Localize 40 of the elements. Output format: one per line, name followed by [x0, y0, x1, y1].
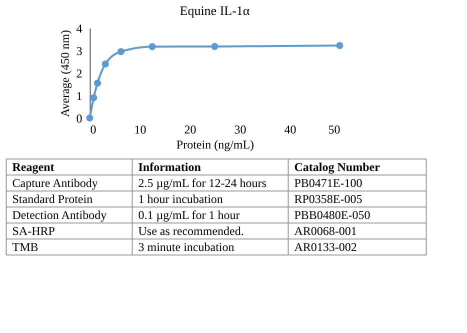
- text: 2.5 µg/mL for 12-24 hours: [138, 176, 267, 190]
- y-tick-label: 4: [76, 22, 82, 36]
- text: TMB: [12, 240, 38, 254]
- text: PBB0480E-050: [294, 208, 370, 222]
- text: Capture Antibody: [12, 176, 98, 190]
- text: Use as recommended.: [138, 224, 244, 238]
- y-tick-label: 2: [76, 66, 82, 80]
- text: SA-HRP: [12, 224, 56, 238]
- chart-title: Equine IL-1α: [180, 3, 250, 18]
- point: [94, 80, 102, 87]
- point: [211, 42, 218, 50]
- text: AR0068-001: [294, 224, 357, 238]
- x-tick-label: 50: [328, 122, 340, 136]
- y-tick-label: 0: [76, 112, 82, 126]
- text: 0.1 µg/mL for 1 hour: [138, 208, 240, 222]
- y-axis-title: Average (450 nm): [58, 30, 72, 118]
- x-tick-label: 10: [134, 122, 146, 136]
- text: Reagent: [12, 160, 54, 174]
- point: [336, 42, 344, 50]
- text: AR0133-002: [294, 240, 357, 254]
- point: [148, 43, 156, 50]
- text: Information: [138, 160, 202, 174]
- x-axis-title: Protein (ng/mL): [176, 138, 254, 152]
- point: [102, 60, 109, 68]
- point: [90, 94, 98, 102]
- x-tick-label: 40: [284, 122, 296, 136]
- text: 1 hour incubation: [138, 192, 223, 206]
- text: PB0471E-100: [294, 176, 362, 190]
- text: Standard Protein: [12, 192, 93, 206]
- x-tick-label: 0: [90, 122, 96, 136]
- x-tick-label: 30: [234, 122, 246, 136]
- x-tick-label: 20: [184, 122, 196, 136]
- point: [86, 114, 94, 122]
- text: Catalog Number: [294, 160, 381, 174]
- y-tick-label: 3: [76, 44, 82, 58]
- text: Detection Antibody: [12, 208, 107, 222]
- text: 3 minute incubation: [138, 240, 234, 254]
- text: RP0358E-005: [294, 192, 362, 206]
- y-tick-label: 1: [76, 89, 82, 103]
- point: [117, 48, 125, 56]
